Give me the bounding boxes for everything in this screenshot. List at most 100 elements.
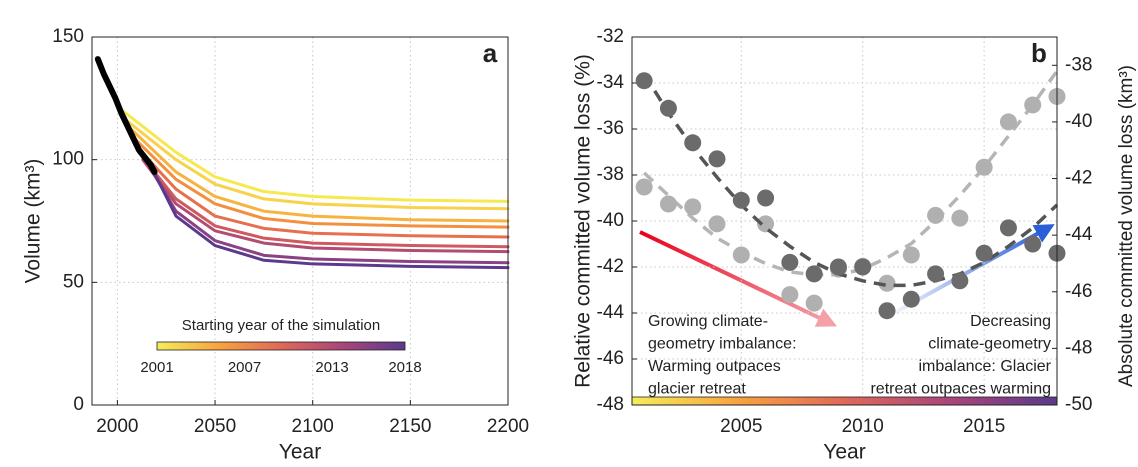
data-point: [732, 191, 750, 209]
simulation-line: [137, 150, 510, 249]
simulation-line: [133, 143, 510, 239]
x-axis-label: Year: [279, 441, 321, 464]
y-tick-label: -46: [597, 348, 624, 369]
y-tick-label: -48: [597, 394, 624, 415]
y-tick-label: -36: [597, 118, 624, 139]
y-tick-label: 0: [73, 394, 84, 415]
colorbar: [631, 396, 1058, 406]
y-axis-label: Volume (km³): [22, 159, 45, 284]
data-point: [878, 274, 896, 292]
y-tick-label: 50: [63, 271, 84, 292]
y-tick-label: -40: [597, 210, 624, 231]
y-tick-label: 150: [52, 26, 84, 47]
simulation-line: [145, 160, 510, 265]
data-point: [999, 219, 1017, 237]
data-point: [878, 302, 896, 320]
x-tick-label: 2100: [292, 416, 334, 437]
data-point: [757, 189, 775, 207]
data-point: [659, 99, 677, 117]
data-point: [805, 294, 823, 312]
x-tick-label: 2015: [963, 416, 1005, 437]
y-tick-label: 100: [52, 149, 84, 170]
data-point: [975, 244, 993, 262]
data-point: [732, 246, 750, 264]
data-point: [708, 150, 726, 168]
colorbar-title: Starting year of the simulation: [182, 317, 380, 334]
data-point: [902, 246, 920, 264]
x-tick-label: 2200: [487, 416, 529, 437]
data-point: [757, 215, 775, 233]
y2-tick-label: -40: [1065, 111, 1092, 132]
colorbar-tick-label: 2013: [315, 359, 348, 376]
annotation: climate-geometry: [928, 336, 1051, 353]
data-point: [684, 134, 702, 152]
data-point: [902, 290, 920, 308]
simulation-line: [125, 123, 510, 223]
y-tick-label: -38: [597, 164, 624, 185]
data-point: [927, 265, 945, 283]
y-tick-label: -32: [597, 26, 624, 47]
observed-line: [94, 56, 158, 175]
data-point: [635, 178, 653, 196]
data-point: [781, 286, 799, 304]
data-point: [999, 113, 1017, 131]
y2-tick-label: -44: [1065, 224, 1093, 245]
plot-frame: [631, 36, 1058, 406]
fit-line: [642, 72, 1059, 288]
fit-line: [642, 69, 1059, 277]
simulation-line: [117, 106, 510, 203]
data-point: [854, 258, 872, 276]
panel-label: b: [1031, 38, 1047, 68]
annotation: imbalance: Glacier: [919, 358, 1052, 375]
x-tick-label: 2150: [389, 416, 431, 437]
simulation-line: [141, 158, 510, 254]
data-point: [951, 272, 969, 290]
y-axis-label: Relative committed volume loss (%): [572, 54, 595, 388]
colorbar-tick-label: 2007: [228, 359, 261, 376]
data-point: [781, 253, 799, 271]
simulation-line: [129, 133, 510, 229]
panel: 2005 2010 2015 -48 -46 -44 -42 -40 -38 -36 -34 -32 -…: [572, 26, 1137, 464]
x-tick-label: 2000: [96, 416, 138, 437]
y2-tick-label: -50: [1065, 394, 1092, 415]
plot-frame: [91, 36, 509, 406]
annotation: glacier retreat: [648, 381, 746, 398]
y2-tick-label: -48: [1065, 337, 1092, 358]
panel-label: a: [483, 38, 498, 68]
colorbar-tick-label: 2018: [388, 359, 421, 376]
red-arrow: [639, 230, 838, 327]
y-tick-label: -42: [597, 256, 624, 277]
y2-tick-label: -42: [1065, 168, 1092, 189]
data-point: [684, 198, 702, 216]
x-tick-label: 2050: [194, 416, 236, 437]
colorbar-tick-label: 2001: [140, 359, 173, 376]
annotation: Warming outpaces: [648, 358, 781, 375]
data-point: [1024, 235, 1042, 253]
data-point: [1024, 96, 1042, 114]
y-tick-label: -34: [597, 72, 625, 93]
data-point: [951, 209, 969, 227]
panel: 2000 2050 2100 2150 2200 0 50 100 150 Starting ye…: [22, 26, 530, 464]
simulation-line: [151, 167, 510, 270]
data-point: [805, 265, 823, 283]
colorbar: [156, 341, 406, 351]
annotation: retreat outpaces warming: [870, 381, 1051, 398]
annotation: geometry imbalance:: [648, 336, 797, 353]
data-point: [975, 158, 993, 176]
data-point: [927, 206, 945, 224]
y2-axis-label: Absolute committed volume loss (km³): [1116, 65, 1137, 387]
x-tick-label: 2005: [720, 416, 762, 437]
x-tick-label: 2010: [842, 416, 884, 437]
y2-tick-label: -46: [1065, 281, 1092, 302]
annotation: Decreasing: [970, 313, 1051, 330]
annotation: Growing climate-: [648, 313, 768, 330]
data-point: [829, 258, 847, 276]
x-axis-label: Year: [823, 441, 865, 464]
y2-tick-label: -38: [1065, 54, 1092, 75]
y-tick-label: -44: [597, 302, 625, 323]
data-point: [708, 215, 726, 233]
data-point: [635, 72, 653, 90]
data-point: [659, 195, 677, 213]
simulation-line: [121, 116, 510, 211]
